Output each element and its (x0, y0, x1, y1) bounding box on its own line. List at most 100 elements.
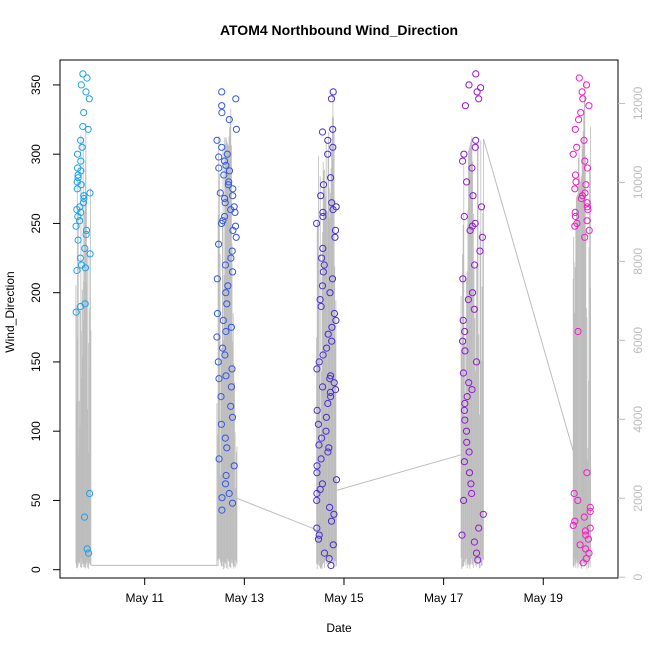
data-point (578, 88, 586, 96)
data-point (82, 88, 90, 96)
data-point (465, 379, 473, 387)
data-point (320, 261, 328, 269)
data-point (317, 302, 325, 311)
data-point (574, 327, 582, 336)
y-tick-label: 50 (29, 493, 43, 507)
data-point (219, 217, 227, 225)
data-point (225, 116, 233, 124)
data-point (570, 489, 578, 498)
data-point (583, 164, 592, 172)
data-point (458, 531, 466, 539)
data-point (571, 171, 580, 179)
data-point (327, 561, 335, 570)
data-point (74, 164, 82, 172)
data-point (582, 555, 590, 563)
y2-tick-label: 8000 (631, 248, 645, 275)
x-tick-label: May 17 (424, 591, 464, 605)
data-point (313, 462, 321, 470)
x-tick-label: May 19 (524, 591, 564, 605)
data-point (463, 438, 471, 446)
data-point (223, 150, 231, 158)
data-point (478, 233, 486, 241)
data-point (313, 365, 321, 373)
data-point (461, 347, 469, 355)
data-point (324, 399, 332, 408)
data-point (460, 212, 468, 221)
data-point (77, 157, 85, 165)
data-point (571, 185, 579, 193)
data-point (475, 524, 483, 532)
data-point (224, 181, 232, 189)
data-point (225, 489, 233, 498)
data-point (228, 413, 237, 421)
data-point (459, 337, 467, 345)
data-point (324, 330, 332, 338)
data-point (227, 402, 235, 410)
data-point (582, 181, 590, 189)
x-axis-label: Date (326, 621, 352, 635)
data-point (324, 136, 332, 144)
x-tick-label: May 15 (324, 591, 364, 605)
data-point (575, 116, 583, 124)
x-axis: May 11 May 13 May 15 May 17 May 19 (125, 578, 563, 605)
data-point (80, 109, 88, 117)
y-axis-left: 0 50 100 150 200 250 300 350 (29, 75, 60, 573)
data-point (332, 476, 341, 484)
data-point (319, 212, 327, 221)
data-point (569, 150, 577, 158)
data-point (573, 219, 581, 227)
data-point (221, 199, 229, 207)
data-point (79, 122, 87, 131)
data-point (331, 386, 340, 394)
data-point (573, 143, 581, 151)
data-point (471, 143, 479, 151)
data-point (83, 74, 91, 82)
data-point (579, 95, 587, 103)
data-point (222, 372, 230, 380)
data-point (313, 496, 321, 504)
data-point (328, 275, 337, 283)
data-point (221, 434, 229, 442)
data-point (471, 261, 479, 269)
data-point (215, 164, 223, 172)
data-point (323, 344, 331, 352)
y-tick-label: 250 (29, 213, 43, 233)
data-point (229, 185, 237, 193)
data-point (319, 268, 327, 276)
data-point (330, 379, 338, 387)
data-point (586, 507, 594, 516)
data-point (74, 174, 82, 182)
data-point (313, 524, 321, 532)
data-point (582, 545, 590, 553)
trace-connector (236, 497, 317, 531)
plot-frame (59, 59, 619, 579)
data-point (332, 316, 340, 324)
data-point (330, 309, 338, 318)
data-point (218, 102, 226, 110)
data-point (76, 203, 84, 211)
data-point (329, 88, 337, 96)
data-point (472, 358, 481, 366)
data-point (327, 372, 335, 380)
data-point (320, 549, 329, 557)
data-point (328, 323, 336, 331)
data-point (572, 178, 580, 186)
data-point (459, 275, 467, 283)
data-point (314, 535, 323, 543)
data-point (460, 496, 468, 504)
data-point (313, 469, 321, 477)
y2-tick-label: 2000 (631, 485, 645, 512)
data-point (465, 469, 474, 477)
data-point (82, 230, 90, 239)
data-point (230, 462, 238, 470)
y-axis-label: Wind_Direction (3, 271, 17, 352)
data-point (468, 289, 477, 297)
data-point (575, 74, 583, 82)
data-point (322, 413, 330, 421)
data-point (77, 261, 86, 269)
data-point (86, 489, 94, 498)
data-point (472, 549, 481, 557)
data-point (221, 480, 230, 488)
data-point (459, 369, 467, 377)
